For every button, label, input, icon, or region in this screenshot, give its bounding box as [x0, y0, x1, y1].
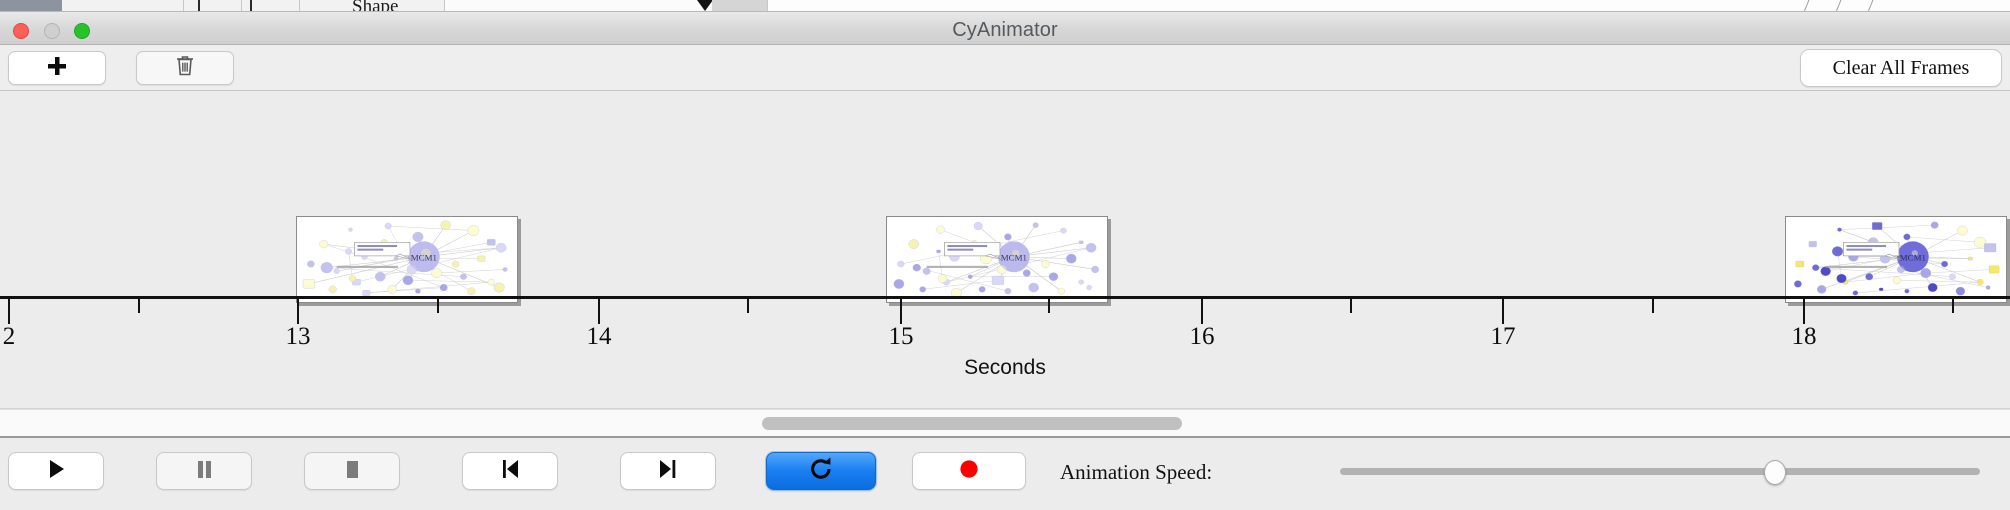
svg-text:MCM1: MCM1	[1001, 253, 1027, 263]
delete-frame-button[interactable]	[136, 51, 234, 85]
minor-tick	[1652, 299, 1654, 313]
record-button[interactable]	[912, 452, 1026, 490]
loop-icon	[807, 455, 835, 488]
record-icon	[956, 456, 982, 487]
major-tick	[598, 299, 600, 324]
axis-line	[0, 296, 2010, 299]
minor-tick	[138, 299, 140, 313]
window-title: CyAnimator	[952, 19, 1058, 41]
minor-tick	[437, 299, 439, 313]
pause-button[interactable]	[156, 452, 252, 490]
animation-speed-knob[interactable]	[1764, 460, 1787, 485]
skip-back-icon	[497, 456, 523, 487]
stop-icon	[339, 456, 365, 487]
animation-speed-slider[interactable]	[1340, 468, 1980, 475]
minor-tick	[1952, 299, 1954, 313]
clear-all-frames-button[interactable]: Clear All Frames	[1800, 49, 2002, 87]
toolbar: Clear All Frames	[0, 45, 2010, 91]
play-button[interactable]	[8, 452, 104, 490]
timeline-panel: MCM1 MCM1 MCM1	[0, 91, 2010, 409]
minor-tick	[1350, 299, 1352, 313]
tick-label: 16	[1189, 323, 1215, 350]
major-tick	[1502, 299, 1504, 324]
network-thumbnail-image: MCM1	[1786, 217, 2006, 302]
background-tick	[250, 0, 252, 11]
playback-controls: Animation Speed:	[0, 440, 2010, 510]
background-shape-label: Shape	[352, 0, 399, 12]
major-tick	[1201, 299, 1203, 324]
timeline-frame-thumbnail[interactable]: MCM1	[1785, 216, 2007, 303]
play-icon	[43, 456, 69, 487]
major-tick	[8, 299, 10, 324]
animation-speed-label: Animation Speed:	[1060, 460, 1213, 484]
svg-text:MCM1: MCM1	[1900, 253, 1926, 263]
background-segment	[768, 0, 2010, 11]
background-cursor-icon	[697, 0, 713, 11]
network-thumbnail-image: MCM1	[297, 217, 517, 302]
skip-to-end-button[interactable]	[620, 452, 716, 490]
close-button[interactable]	[13, 23, 29, 39]
title-bar: CyAnimator	[0, 12, 2010, 45]
skip-forward-icon	[655, 456, 681, 487]
add-frame-button[interactable]	[8, 51, 106, 85]
background-segment	[184, 0, 242, 11]
major-tick	[900, 299, 902, 324]
tick-label: 13	[285, 323, 311, 350]
background-window-strip: Shape	[0, 0, 2010, 12]
network-thumbnail-image: MCM1	[887, 217, 1107, 302]
tick-label: 18	[1791, 323, 1817, 350]
time-ruler: 2 13 14 15 16 17 18 Seconds	[0, 296, 2010, 409]
minor-tick	[1048, 299, 1050, 313]
minor-tick	[747, 299, 749, 313]
plus-icon	[46, 55, 68, 82]
tick-label: 14	[586, 323, 612, 350]
tick-label: 15	[888, 323, 914, 350]
major-tick	[1803, 299, 1805, 324]
stop-button[interactable]	[304, 452, 400, 490]
axis-title: Seconds	[964, 356, 1046, 379]
trash-icon	[174, 54, 196, 83]
tick-label: 2	[2, 323, 16, 350]
timeline-frame-thumbnail[interactable]: MCM1	[886, 216, 1108, 303]
skip-to-start-button[interactable]	[462, 452, 558, 490]
horizontal-scrollbar[interactable]	[0, 409, 2010, 438]
frames-track[interactable]: MCM1 MCM1 MCM1	[0, 91, 2010, 303]
svg-text:MCM1: MCM1	[411, 253, 437, 263]
background-tick	[198, 0, 200, 11]
minimize-button[interactable]	[44, 23, 60, 39]
scrollbar-thumb[interactable]	[762, 417, 1182, 430]
background-segment	[242, 0, 300, 11]
major-tick	[297, 299, 299, 324]
background-segment	[62, 0, 184, 11]
loop-button[interactable]	[766, 452, 876, 490]
background-window-titlebar	[0, 0, 62, 11]
background-segment	[712, 0, 768, 11]
tick-label: 17	[1490, 323, 1516, 350]
background-segment	[300, 0, 445, 11]
timeline-frame-thumbnail[interactable]: MCM1	[296, 216, 518, 303]
pause-icon	[191, 456, 217, 487]
maximize-button[interactable]	[74, 23, 90, 39]
